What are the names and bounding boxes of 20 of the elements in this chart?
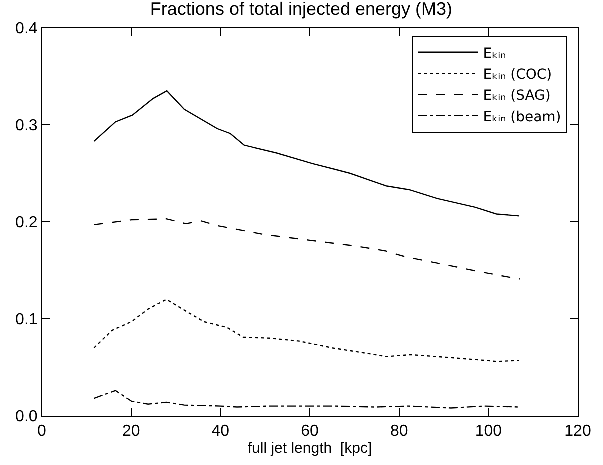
y-tick-label: 0.1	[16, 312, 38, 329]
y-tick-label: 0.2	[16, 214, 38, 232]
legend-label: Eₖᵢₙ	[483, 46, 506, 62]
line-series	[94, 218, 521, 280]
y-tick-label: 0.0	[16, 408, 38, 426]
legend-label: Eₖᵢₙ (COC)	[483, 67, 552, 84]
x-tick-label: 80	[390, 423, 408, 440]
y-tick-label: 0.3	[16, 118, 38, 135]
x-tick-label: 120	[564, 423, 592, 440]
legend-label: Eₖᵢₙ (beam)	[483, 109, 562, 126]
x-tick-label: 40	[212, 423, 230, 440]
x-tick-label: 0	[38, 423, 47, 440]
x-tick-label: 100	[475, 423, 502, 440]
chart-title: Fractions of total injected energy (M3)	[150, 0, 453, 19]
y-tick-label: 0.4	[16, 20, 38, 38]
line-series	[94, 299, 520, 362]
x-axis-title: full jet length [kpc]	[248, 440, 372, 458]
x-tick-label: 60	[301, 423, 319, 440]
legend-label: Eₖᵢₙ (SAG)	[483, 88, 551, 104]
x-tick-label: 20	[122, 423, 140, 440]
